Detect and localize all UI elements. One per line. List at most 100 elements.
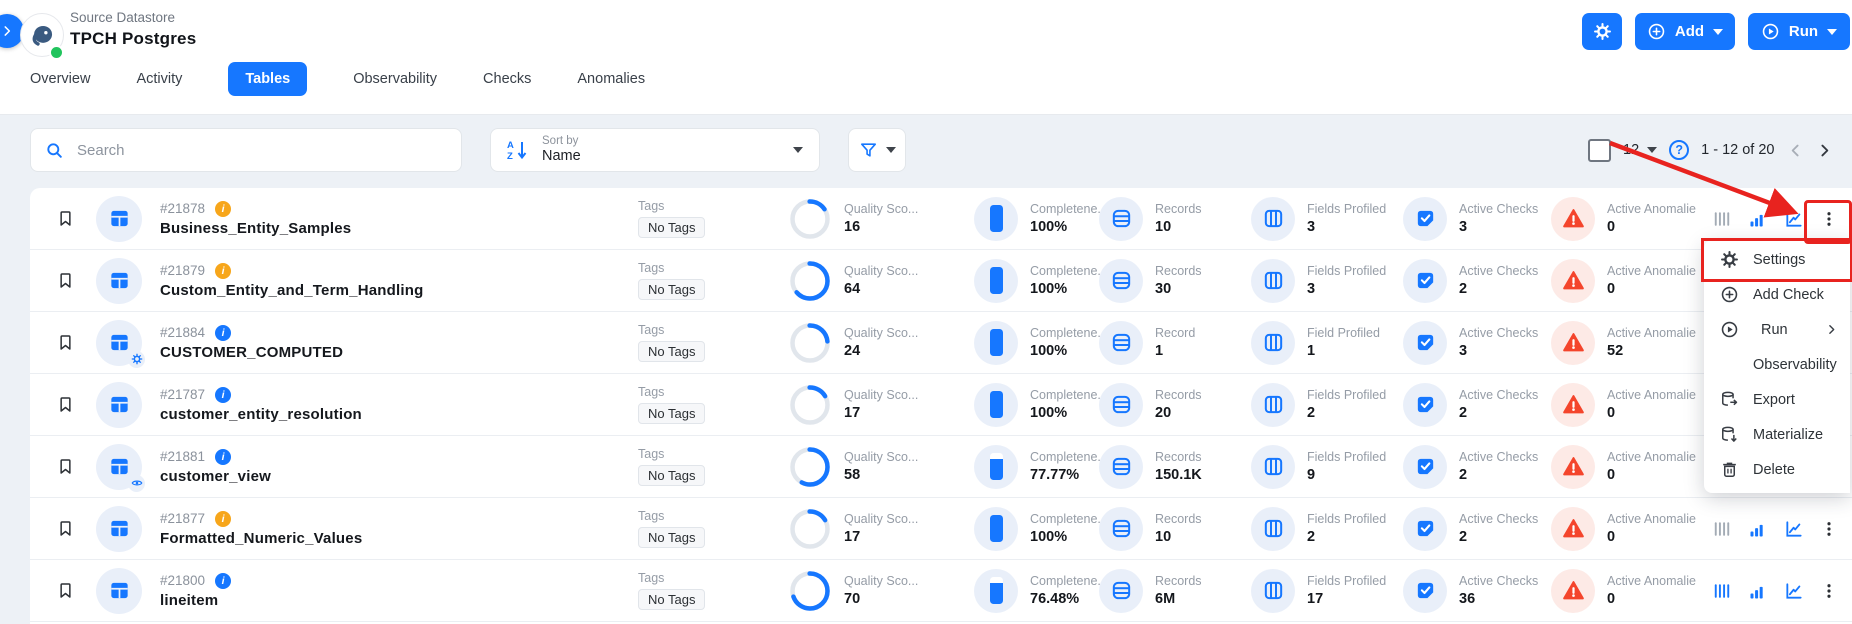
quality-score-metric: Quality Sco... 64 xyxy=(788,259,974,303)
tab-overview[interactable]: Overview xyxy=(30,71,91,87)
bar-chart-icon[interactable] xyxy=(1748,209,1768,229)
info-icon[interactable]: i xyxy=(215,200,232,217)
bar-chart-icon[interactable] xyxy=(1748,519,1768,539)
menu-item-run[interactable]: Run xyxy=(1704,312,1850,347)
completeness-metric: Completene... 100% xyxy=(974,258,1108,303)
warning-triangle-icon xyxy=(1551,382,1595,427)
completeness-bar-icon xyxy=(974,506,1018,551)
table-name[interactable]: Business_Entity_Samples xyxy=(160,219,352,237)
line-chart-icon[interactable] xyxy=(1784,209,1804,229)
tab-anomalies[interactable]: Anomalies xyxy=(577,71,646,87)
trash-icon xyxy=(1720,460,1739,479)
no-tags-chip: No Tags xyxy=(638,279,706,300)
menu-item-materialize[interactable]: Materialize xyxy=(1704,417,1850,452)
table-row[interactable]: #21879 i Custom_Entity_and_Term_Handling… xyxy=(30,250,1852,312)
table-id: #21881 xyxy=(160,449,206,464)
table-icon xyxy=(108,517,131,540)
line-chart-icon[interactable] xyxy=(1784,519,1804,539)
menu-item-delete[interactable]: Delete xyxy=(1704,452,1850,487)
bookmark-icon[interactable] xyxy=(56,395,86,414)
bookmark-icon[interactable] xyxy=(56,581,86,600)
histogram-icon[interactable] xyxy=(1712,581,1732,601)
quality-score-value: 64 xyxy=(844,281,861,297)
tab-tables[interactable]: Tables xyxy=(228,62,308,96)
computed-gear-badge-icon xyxy=(128,350,145,368)
table-name[interactable]: Formatted_Numeric_Values xyxy=(160,529,363,547)
completeness-bar-icon xyxy=(974,258,1018,303)
bar-chart-icon[interactable] xyxy=(1748,581,1768,601)
active-checks-value: 2 xyxy=(1459,281,1468,297)
page-size-select[interactable]: 12 xyxy=(1623,142,1658,158)
records-metric: Records 150.1K xyxy=(1099,444,1251,489)
fields-profiled-metric: Field Profiled 1 xyxy=(1251,320,1403,365)
database-icon xyxy=(1099,506,1143,551)
kebab-menu-icon[interactable] xyxy=(1820,519,1838,539)
table-row[interactable]: #21881 i customer_view Tags No Tags Qual… xyxy=(30,436,1852,498)
sort-az-icon xyxy=(507,139,529,161)
table-row[interactable]: #21884 i CUSTOMER_COMPUTED Tags No Tags … xyxy=(30,312,1852,374)
menu-item-label: Settings xyxy=(1753,251,1806,268)
table-id: #21878 xyxy=(160,201,206,216)
active-anomalies-metric: Active Anomalie 52 xyxy=(1551,320,1712,365)
settings-button[interactable] xyxy=(1582,13,1622,50)
info-icon[interactable]: i xyxy=(215,324,232,341)
menu-item-settings[interactable]: Settings xyxy=(1704,242,1850,277)
check-note-icon xyxy=(1403,444,1447,489)
table-name[interactable]: lineitem xyxy=(160,591,219,609)
sort-select[interactable]: Sort by Name xyxy=(490,128,820,172)
info-icon[interactable]: i xyxy=(215,448,232,465)
table-name[interactable]: customer_entity_resolution xyxy=(160,405,362,423)
bookmark-icon[interactable] xyxy=(56,519,86,538)
fields-profiled-value: 1 xyxy=(1307,343,1316,359)
table-row[interactable]: #21877 i Formatted_Numeric_Values Tags N… xyxy=(30,498,1852,560)
completeness-value: 77.77% xyxy=(1030,467,1080,483)
add-button[interactable]: Add xyxy=(1635,13,1735,50)
fields-profiled-metric: Fields Profiled 3 xyxy=(1251,258,1403,303)
check-note-icon xyxy=(1403,568,1447,613)
prev-page-button[interactable] xyxy=(1787,142,1804,159)
menu-item-export[interactable]: Export xyxy=(1704,382,1850,417)
quality-score-value: 17 xyxy=(844,529,861,545)
filter-button[interactable] xyxy=(848,128,906,172)
active-anomalies-metric: Active Anomalie 0 xyxy=(1551,382,1712,427)
help-icon[interactable]: ? xyxy=(1669,140,1690,160)
kebab-menu-icon[interactable] xyxy=(1820,581,1838,601)
columns-icon xyxy=(1251,506,1295,551)
search-input[interactable] xyxy=(75,140,447,160)
info-icon[interactable]: i xyxy=(215,386,232,403)
active-checks-value: 3 xyxy=(1459,219,1468,235)
bookmark-icon[interactable] xyxy=(56,271,86,290)
info-icon[interactable]: i xyxy=(215,510,232,527)
fields-profiled-value: 3 xyxy=(1307,281,1316,297)
table-name[interactable]: customer_view xyxy=(160,467,271,485)
tab-observability[interactable]: Observability xyxy=(353,71,438,87)
histogram-icon[interactable] xyxy=(1712,519,1732,539)
bookmark-icon[interactable] xyxy=(56,457,86,476)
histogram-icon[interactable] xyxy=(1712,209,1732,229)
info-icon[interactable]: i xyxy=(215,262,232,279)
tab-checks[interactable]: Checks xyxy=(483,71,532,87)
table-row[interactable]: #21787 i customer_entity_resolution Tags… xyxy=(30,374,1852,436)
quality-ring-icon xyxy=(790,384,830,425)
menu-item-add-check[interactable]: Add Check xyxy=(1704,277,1850,312)
select-all-checkbox[interactable] xyxy=(1588,138,1611,162)
table-name[interactable]: Custom_Entity_and_Term_Handling xyxy=(160,281,424,299)
table-row[interactable]: #21800 i lineitem Tags No Tags Quality S… xyxy=(30,560,1852,622)
table-row[interactable]: #21878 i Business_Entity_Samples Tags No… xyxy=(30,188,1852,250)
table-name[interactable]: CUSTOMER_COMPUTED xyxy=(160,343,344,361)
bookmark-icon[interactable] xyxy=(56,209,86,228)
line-chart-icon[interactable] xyxy=(1784,581,1804,601)
next-page-button[interactable] xyxy=(1816,142,1833,159)
table-id: #21787 xyxy=(160,387,206,402)
bookmark-icon[interactable] xyxy=(56,333,86,352)
active-anomalies-value: 0 xyxy=(1607,281,1616,297)
tab-activity[interactable]: Activity xyxy=(136,71,183,87)
row-context-menu: Settings Add Check Run Observability Exp… xyxy=(1704,240,1850,493)
completeness-bar-icon xyxy=(974,320,1018,365)
info-icon[interactable]: i xyxy=(215,572,232,589)
columns-icon xyxy=(1251,320,1295,365)
active-checks-metric: Active Checks 3 xyxy=(1403,196,1551,241)
run-button[interactable]: Run xyxy=(1748,13,1850,50)
table-id: #21877 xyxy=(160,511,206,526)
menu-item-observability[interactable]: Observability xyxy=(1704,347,1850,382)
